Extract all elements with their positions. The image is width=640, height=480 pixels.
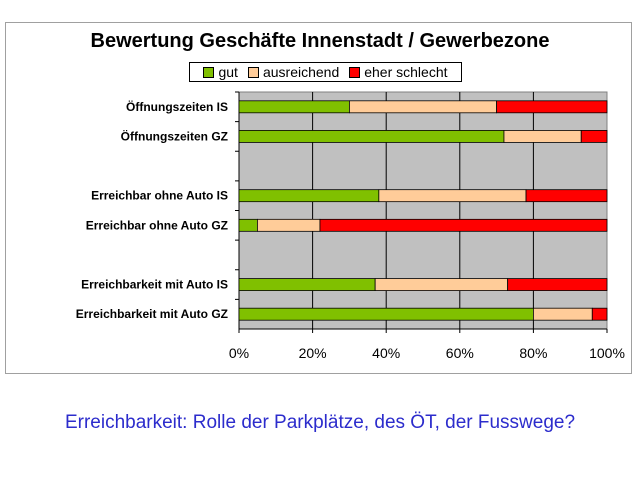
category-label: Erreichbar ohne Auto IS: [91, 189, 228, 203]
legend-label-gut: gut: [218, 64, 238, 80]
bar-segment: [525, 189, 608, 203]
x-tick-label: 100%: [589, 345, 625, 361]
bar-segment: [238, 307, 534, 321]
category-label: Erreichbar ohne Auto GZ: [86, 218, 228, 232]
x-tick-label: 80%: [519, 345, 547, 361]
bar-segment: [348, 100, 497, 114]
x-tick-label: 20%: [299, 345, 327, 361]
plot-area: [238, 91, 608, 330]
legend-label-eher-schlecht: eher schlecht: [364, 64, 448, 80]
bar-segment: [238, 189, 380, 203]
bar-segment: [238, 218, 258, 232]
legend: gut ausreichend eher schlecht: [189, 62, 462, 82]
bar-segment: [591, 307, 608, 321]
bar-segment: [507, 278, 608, 291]
bar-segment: [580, 130, 608, 143]
x-tick-label: 0%: [229, 345, 249, 361]
category-label: Erreichbarkeit mit Auto IS: [81, 278, 228, 292]
x-tick-label: 60%: [446, 345, 474, 361]
bar-segment: [319, 218, 608, 232]
x-tick-label: 40%: [372, 345, 400, 361]
bar-segment: [496, 100, 608, 114]
legend-entry-eher-schlecht: eher schlecht: [349, 64, 448, 80]
bar-segment: [238, 130, 505, 143]
legend-entry-ausreichend: ausreichend: [247, 64, 340, 80]
category-label: Öffnungszeiten GZ: [121, 128, 228, 143]
legend-swatch-ausreichend: [247, 66, 259, 78]
bar-segment: [238, 100, 350, 114]
legend-swatch-gut: [203, 66, 215, 78]
bar-segment: [256, 218, 321, 232]
slide-caption: Erreichbarkeit: Rolle der Parkplätze, de…: [64, 412, 576, 433]
bar-segment: [503, 130, 582, 143]
chart-title: Bewertung Geschäfte Innenstadt / Gewerbe…: [90, 30, 550, 52]
legend-swatch-eher-schlecht: [349, 66, 361, 78]
bar-segment: [533, 307, 593, 321]
bar-segment: [238, 278, 376, 291]
legend-entry-gut: gut: [203, 64, 238, 80]
category-label: Erreichbarkeit mit Auto GZ: [76, 307, 228, 321]
bar-segment: [374, 278, 509, 291]
legend-label-ausreichend: ausreichend: [262, 64, 340, 80]
category-label: Öffnungszeiten IS: [126, 99, 228, 114]
bar-segment: [378, 189, 527, 203]
